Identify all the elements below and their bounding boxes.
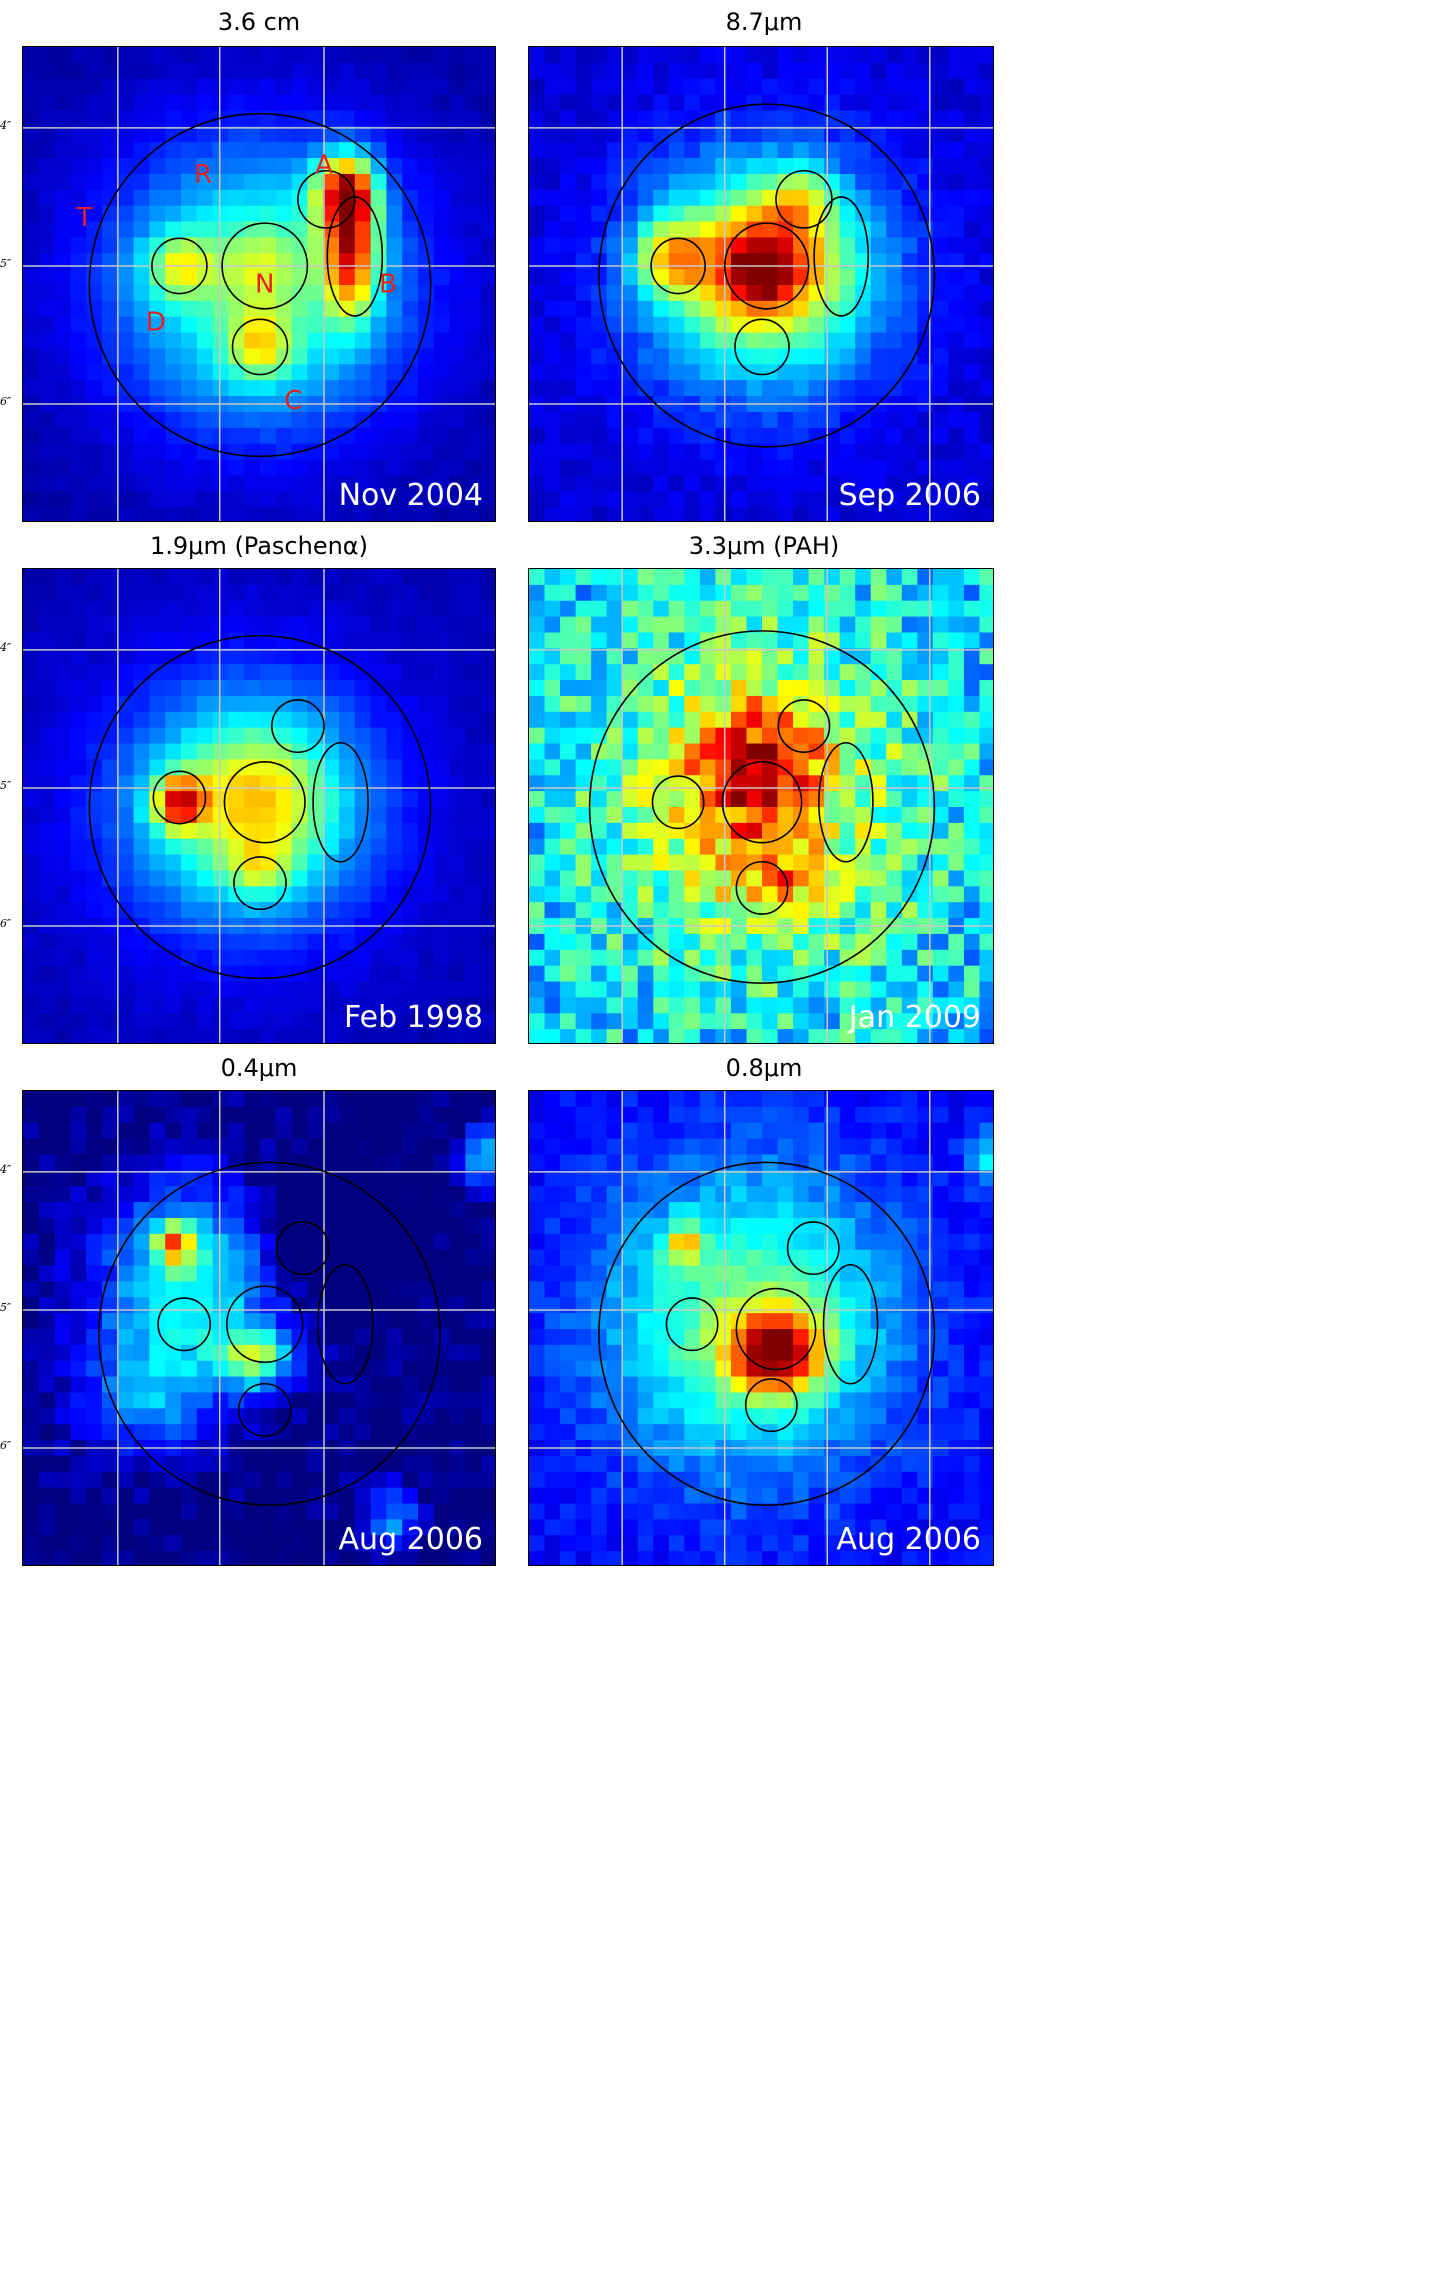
heatmap-pixels [23, 569, 495, 1043]
y-tick-label: 4″ [0, 640, 12, 654]
heatmap-image: Aug 2006 [23, 1091, 495, 1565]
image-frame: Jan 2009 [528, 568, 994, 1044]
date-stamp: Aug 2006 [837, 1522, 981, 1557]
aperture-ellipse [813, 196, 870, 317]
panel-title: 3.3μm (PAH) [688, 532, 840, 560]
date-stamp: Sep 2006 [839, 478, 981, 513]
outer-aperture-circle [98, 1161, 441, 1506]
image-frame: Feb 1998 [22, 568, 496, 1044]
aperture-ellipse [312, 741, 369, 863]
aperture-circle [271, 699, 325, 754]
region-label-t: T [76, 203, 93, 233]
image-frame: Aug 2006 [22, 1090, 496, 1566]
region-label-a: A [315, 151, 333, 181]
panel-title: 0.8μm [725, 1054, 803, 1082]
y-tick-label: 4″ [0, 118, 12, 132]
aperture-ellipse [818, 741, 874, 863]
aperture-circle [157, 1297, 212, 1352]
region-label-r: R [194, 160, 212, 190]
aperture-circle [786, 1221, 840, 1276]
aperture-circle [231, 318, 289, 376]
aperture-circle [237, 1382, 292, 1437]
aperture-circle [744, 1378, 798, 1433]
region-label-d: D [146, 308, 166, 338]
heatmap-image: Aug 2006 [529, 1091, 993, 1565]
aperture-circle [297, 169, 356, 229]
heatmap-image: A B C D N R T Nov 2004 [23, 47, 495, 521]
aperture-circle [233, 856, 287, 911]
aperture-circle [721, 760, 803, 844]
heatmap-pixels [23, 1091, 495, 1565]
image-frame: Aug 2006 [528, 1090, 994, 1566]
aperture-ellipse [317, 1263, 374, 1385]
heatmap-pixels [23, 47, 495, 521]
heatmap-image: Sep 2006 [529, 47, 993, 521]
aperture-circle [775, 169, 833, 229]
heatmap-image: Feb 1998 [23, 569, 495, 1043]
y-tick-label: 5″ [0, 1300, 12, 1314]
aperture-circle [735, 860, 789, 915]
aperture-circle [777, 699, 831, 754]
panel-title: 3.6 cm [217, 8, 301, 36]
aperture-circle [651, 775, 705, 830]
aperture-circle [226, 1285, 304, 1364]
aperture-circle [151, 237, 208, 295]
heatmap-image: Jan 2009 [529, 569, 993, 1043]
date-stamp: Jan 2009 [847, 1000, 981, 1035]
outer-aperture-circle [588, 630, 936, 984]
aperture-ellipse [822, 1263, 879, 1385]
outer-aperture-circle [598, 103, 936, 448]
aperture-ellipse [326, 196, 384, 317]
aperture-circle [221, 222, 309, 310]
image-frame: A B C D N R T Nov 2004 [22, 46, 496, 522]
y-tick-label: 6″ [0, 1439, 12, 1452]
y-tick-label: 6″ [0, 395, 12, 408]
panel-title: 0.4μm [220, 1054, 298, 1082]
outer-aperture-circle [88, 634, 432, 980]
aperture-circle [275, 1221, 330, 1276]
aperture-circle [735, 1287, 817, 1371]
y-tick-label: 5″ [0, 778, 12, 792]
aperture-circle [734, 318, 790, 376]
date-stamp: Feb 1998 [344, 1000, 483, 1035]
date-stamp: Nov 2004 [339, 478, 483, 513]
image-frame: Sep 2006 [528, 46, 994, 522]
panel-title: 1.9μm (Paschenα) [150, 532, 368, 560]
region-label-n: N [255, 270, 274, 300]
region-label-b: B [379, 270, 397, 300]
outer-aperture-circle [598, 1161, 936, 1506]
y-tick-label: 4″ [0, 1162, 12, 1176]
date-stamp: Aug 2006 [339, 1522, 483, 1557]
heatmap-pixels [529, 47, 993, 521]
y-tick-label: 5″ [0, 256, 12, 270]
aperture-circle [723, 222, 810, 310]
panel-title: 8.7μm [725, 8, 803, 36]
y-tick-label: 6″ [0, 917, 12, 930]
aperture-circle [152, 770, 207, 825]
outer-aperture-circle [88, 112, 432, 458]
heatmap-pixels [529, 569, 993, 1043]
aperture-circle [665, 1297, 719, 1352]
aperture-circle [223, 760, 306, 844]
aperture-circle [650, 237, 706, 295]
region-label-c: C [284, 386, 302, 416]
